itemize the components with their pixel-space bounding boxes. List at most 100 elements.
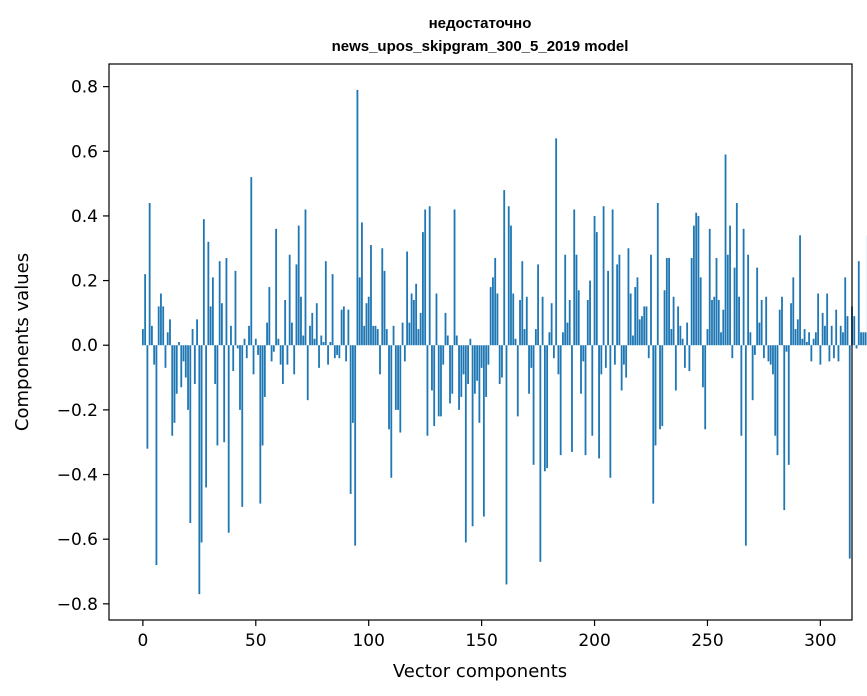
bar-269	[749, 332, 752, 346]
bar-216	[629, 293, 632, 346]
bar-228	[656, 203, 659, 346]
bar-210	[616, 264, 619, 346]
bar-149	[478, 345, 481, 423]
bar-0	[141, 329, 144, 346]
bar-215	[627, 248, 630, 346]
bar-143	[464, 345, 467, 543]
bar-244	[693, 225, 695, 346]
bar-56	[268, 287, 271, 346]
bar-289	[794, 329, 797, 346]
bar-6	[155, 345, 158, 566]
bar-233	[668, 257, 670, 346]
x-tick-label: 300	[804, 631, 836, 651]
y-tick-label: −0.8	[57, 595, 98, 615]
x-tick-label: 250	[691, 631, 723, 651]
bar-177	[541, 296, 544, 346]
bar-236	[674, 345, 677, 391]
bar-270	[751, 345, 754, 401]
bar-103	[374, 325, 377, 346]
x-axis-ticks: 0 50 100 150 200 250 300	[137, 620, 837, 651]
bar-318	[860, 332, 862, 346]
bar-303	[826, 293, 829, 346]
bar-135	[446, 335, 449, 346]
bar-11	[166, 332, 169, 346]
bar-12	[169, 319, 171, 346]
bar-48	[250, 177, 253, 346]
y-axis-label: Components values	[12, 253, 33, 431]
bar-271	[753, 345, 756, 355]
bar-18	[182, 345, 185, 362]
bar-226	[652, 345, 655, 504]
bar-279	[772, 345, 774, 375]
bar-219	[636, 277, 639, 346]
bar-82	[327, 345, 329, 365]
bar-57	[270, 345, 273, 362]
bar-264	[738, 296, 740, 346]
y-tick-label: 0.0	[71, 336, 98, 356]
bar-185	[559, 345, 562, 456]
bar-84	[331, 274, 334, 346]
bar-315	[853, 316, 856, 346]
y-tick-label: 0.6	[71, 142, 98, 162]
bar-66	[291, 322, 293, 346]
bar-214	[625, 345, 628, 378]
bar-230	[661, 345, 664, 427]
bar-89	[342, 306, 345, 346]
bar-170	[525, 296, 528, 346]
bar-157	[496, 293, 499, 346]
bar-43	[239, 345, 241, 410]
bar-227	[654, 345, 657, 446]
bar-30	[209, 306, 212, 346]
bar-295	[808, 332, 810, 346]
bar-265	[740, 345, 743, 436]
bar-202	[598, 345, 600, 459]
bar-46	[245, 345, 248, 359]
bar-232	[665, 257, 668, 346]
bar-39	[230, 325, 232, 346]
bar-238	[679, 325, 682, 346]
bar-225	[650, 254, 652, 346]
bar-237	[677, 306, 680, 346]
bar-67	[293, 345, 296, 375]
bar-73	[306, 345, 309, 401]
bar-38	[227, 345, 230, 533]
bar-114	[399, 345, 402, 433]
bar-206	[607, 270, 609, 346]
bar-190	[571, 345, 573, 452]
bar-296	[810, 345, 813, 362]
bar-316	[855, 345, 858, 349]
bar-5	[153, 345, 156, 365]
bar-285	[785, 345, 788, 352]
bar-31	[211, 277, 214, 346]
bar-280	[774, 345, 777, 436]
bar-310	[842, 332, 844, 346]
bar-267	[744, 345, 747, 546]
bar-307	[835, 309, 838, 346]
bar-201	[595, 232, 598, 346]
bar-212	[620, 345, 623, 391]
bar-35	[221, 303, 223, 346]
bar-304	[828, 345, 831, 362]
bar-254	[715, 257, 718, 346]
bar-311	[844, 277, 847, 346]
bar-150	[480, 345, 483, 368]
bar-19	[184, 345, 187, 378]
bar-79	[320, 335, 323, 346]
bar-249	[704, 345, 707, 430]
bar-151	[482, 345, 485, 517]
bar-229	[659, 345, 661, 430]
bar-178	[543, 345, 546, 472]
bar-222	[643, 306, 646, 346]
bar-257	[722, 309, 725, 346]
x-tick-label: 200	[578, 631, 610, 651]
bar-319	[862, 332, 865, 346]
bar-131	[437, 345, 440, 417]
bar-121	[415, 283, 418, 346]
bar-180	[548, 332, 551, 346]
bar-75	[311, 312, 314, 346]
bar-194	[580, 345, 582, 394]
bar-108	[385, 329, 388, 346]
bar-172	[530, 345, 533, 368]
bar-188	[566, 322, 569, 346]
bar-179	[546, 345, 549, 469]
